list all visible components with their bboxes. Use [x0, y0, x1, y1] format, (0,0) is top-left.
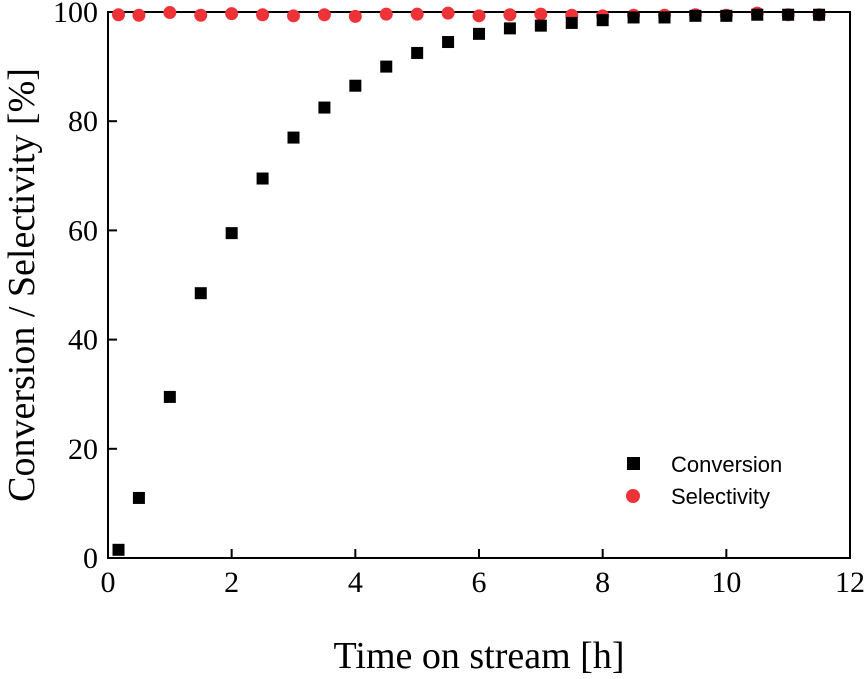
y-tick-label: 60 — [68, 214, 98, 247]
x-tick-label: 4 — [348, 566, 363, 599]
conversion-point — [596, 14, 609, 27]
selectivity-point — [379, 7, 393, 21]
conversion-point — [627, 11, 640, 24]
x-tick-label: 8 — [595, 566, 610, 599]
legend-label-selectivity: Selectivity — [671, 484, 770, 509]
legend-label-conversion: Conversion — [671, 452, 782, 477]
selectivity-point — [534, 7, 548, 21]
selectivity-point — [256, 8, 270, 22]
selectivity-point — [317, 8, 331, 22]
x-axis-ticks: 0 2 4 6 8 10 12 — [101, 549, 865, 599]
conversion-point — [689, 9, 702, 22]
conversion-point — [503, 22, 516, 35]
conversion-point — [442, 36, 455, 49]
conversion-point — [534, 19, 547, 32]
conversion-point — [256, 172, 269, 185]
conversion-point — [132, 491, 145, 504]
y-tick-label: 40 — [68, 324, 98, 357]
conversion-point — [318, 101, 331, 114]
y-axis-title: Conversion / Selectivity [%] — [1, 68, 43, 502]
y-tick-label: 100 — [53, 0, 98, 29]
selectivity-point — [348, 9, 362, 23]
y-tick-label: 0 — [83, 542, 98, 575]
data-series — [112, 6, 826, 556]
conversion-point — [813, 8, 826, 21]
conversion-point — [658, 11, 671, 24]
selectivity-point — [441, 6, 455, 20]
y-axis-ticks: 0 20 40 60 80 100 — [53, 0, 117, 575]
selectivity-point — [472, 9, 486, 23]
conversion-point — [349, 79, 362, 92]
conversion-point — [112, 543, 125, 556]
selectivity-point — [163, 6, 177, 20]
x-tick-label: 10 — [711, 566, 741, 599]
y-tick-label: 20 — [68, 433, 98, 466]
selectivity-point — [194, 8, 208, 22]
legend: Conversion Selectivity — [626, 452, 782, 509]
conversion-point — [163, 390, 176, 403]
conversion-point — [565, 16, 578, 29]
legend-marker-conversion — [627, 457, 640, 470]
conversion-point — [225, 227, 238, 240]
selectivity-point — [503, 8, 517, 22]
legend-marker-selectivity — [626, 489, 640, 503]
selectivity-point — [225, 7, 239, 21]
conversion-point — [194, 287, 207, 300]
x-axis-title: Time on stream [h] — [334, 635, 625, 677]
conversion-point — [411, 46, 424, 59]
selectivity-point — [132, 8, 146, 22]
selectivity-point — [287, 9, 300, 23]
selectivity-point — [112, 8, 126, 22]
selectivity-point — [410, 7, 424, 21]
conversion-point — [782, 8, 795, 21]
conversion-point — [751, 8, 764, 21]
x-tick-label: 6 — [472, 566, 487, 599]
conversion-point — [380, 60, 393, 73]
conversion-point — [720, 9, 733, 22]
y-tick-label: 80 — [68, 105, 98, 138]
conversion-point — [287, 131, 300, 144]
x-tick-label: 12 — [835, 566, 865, 599]
conversion-point — [473, 27, 485, 40]
x-tick-label: 0 — [101, 566, 116, 599]
x-tick-label: 2 — [224, 566, 239, 599]
